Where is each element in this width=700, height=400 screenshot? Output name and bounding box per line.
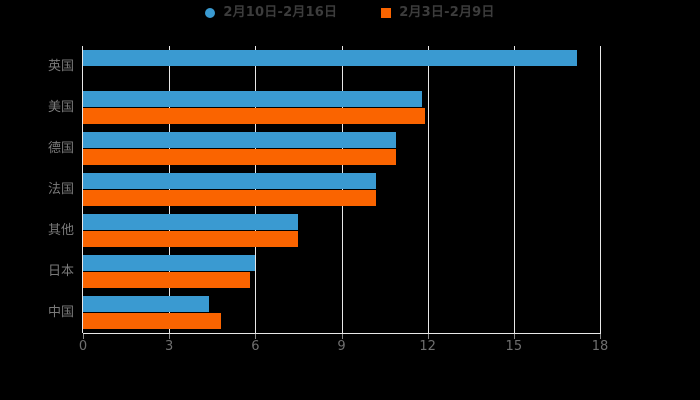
legend-label-series-1: 2月3日-2月9日	[399, 5, 495, 20]
x-tick-label-6: 6	[251, 339, 260, 354]
legend-item-series-0[interactable]: 2月10日-2月16日	[205, 6, 337, 19]
bar-法国-series-0[interactable]	[83, 173, 376, 189]
plot-area	[82, 46, 601, 333]
x-tick-label-9: 9	[337, 339, 346, 354]
bar-row	[83, 251, 600, 292]
bar-日本-series-1[interactable]	[83, 272, 250, 288]
y-axis-label-法国: 法国	[47, 181, 74, 197]
bar-中国-series-1[interactable]	[83, 313, 221, 329]
y-axis-label-日本: 日本	[47, 263, 74, 279]
y-axis-category-labels: 英国美国德国法国其他日本中国	[0, 46, 74, 333]
bar-中国-series-0[interactable]	[83, 296, 210, 312]
x-tick-label-0: 0	[78, 339, 88, 354]
gridline-6	[255, 46, 257, 333]
bar-英国-series-0[interactable]	[83, 50, 578, 66]
gridline-15	[513, 46, 515, 333]
x-tick-label-15: 15	[505, 339, 523, 354]
bar-row	[83, 169, 600, 210]
y-axis-label-其他: 其他	[47, 222, 74, 238]
bar-德国-series-0[interactable]	[83, 132, 397, 148]
bar-美国-series-0[interactable]	[83, 91, 422, 107]
x-tick-mark-6	[255, 334, 257, 339]
bar-row	[83, 46, 600, 87]
legend-marker-square-icon	[381, 7, 392, 18]
bar-row	[83, 128, 600, 169]
bar-rows	[83, 46, 600, 333]
bar-row	[83, 87, 600, 128]
bar-美国-series-1[interactable]	[83, 108, 425, 124]
gridline-18	[600, 46, 601, 333]
y-axis-label-中国: 中国	[47, 304, 74, 320]
x-tick-mark-15	[513, 334, 515, 339]
gridline-3	[169, 46, 171, 333]
legend-marker-circle-icon	[205, 7, 216, 18]
x-axis-ticks: 0 3 6 9 12 15 18	[79, 334, 608, 354]
x-tick-mark-0	[83, 334, 84, 339]
x-tick-label-12: 12	[419, 339, 436, 354]
x-axis-line	[83, 333, 601, 334]
y-axis-label-德国: 德国	[47, 140, 74, 156]
bar-row	[83, 292, 600, 333]
x-tick-mark-18	[600, 334, 601, 339]
x-tick-mark-12	[427, 334, 429, 339]
bar-其他-series-0[interactable]	[83, 214, 299, 230]
bar-德国-series-1[interactable]	[83, 149, 397, 165]
bar-其他-series-1[interactable]	[83, 231, 299, 247]
y-axis-label-英国: 英国	[47, 58, 74, 74]
gridline-12	[427, 46, 429, 333]
x-tick-label-18: 18	[591, 339, 609, 354]
x-tick-label-3: 3	[165, 339, 174, 354]
y-axis-label-美国: 美国	[47, 99, 74, 115]
x-tick-mark-3	[169, 334, 171, 339]
legend-label-series-0: 2月10日-2月16日	[223, 5, 338, 20]
y-axis-line	[82, 46, 83, 333]
chart-legend: 2月10日-2月16日 2月3日-2月9日	[0, 6, 700, 19]
bar-日本-series-0[interactable]	[83, 255, 256, 271]
gridline-9	[341, 46, 343, 333]
x-tick-mark-9	[341, 334, 343, 339]
legend-item-series-1[interactable]: 2月3日-2月9日	[381, 6, 494, 19]
bar-法国-series-1[interactable]	[83, 190, 376, 206]
bar-row	[83, 210, 600, 251]
